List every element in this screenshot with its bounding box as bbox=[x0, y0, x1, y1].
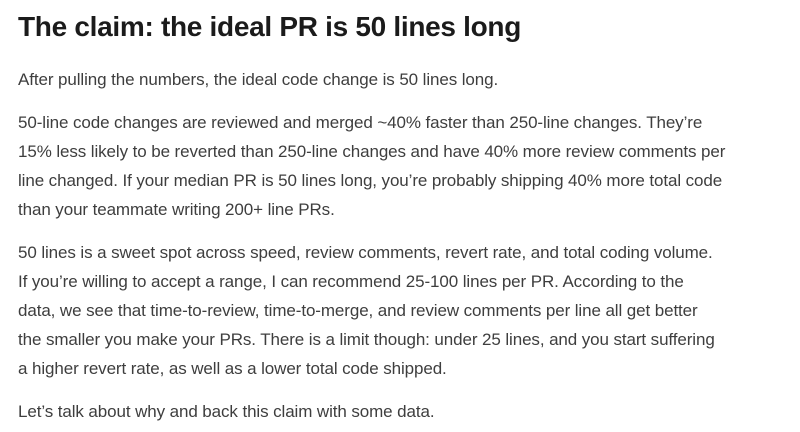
paragraph-stats: 50-line code changes are reviewed and me… bbox=[18, 113, 726, 219]
paragraph-intro: After pulling the numbers, the ideal cod… bbox=[18, 70, 499, 89]
paragraph-sweet-spot: 50 lines is a sweet spot across speed, r… bbox=[18, 243, 715, 378]
paragraph-closing: Let’s talk about why and back this claim… bbox=[18, 402, 435, 421]
page-title: The claim: the ideal PR is 50 lines long bbox=[18, 11, 522, 42]
